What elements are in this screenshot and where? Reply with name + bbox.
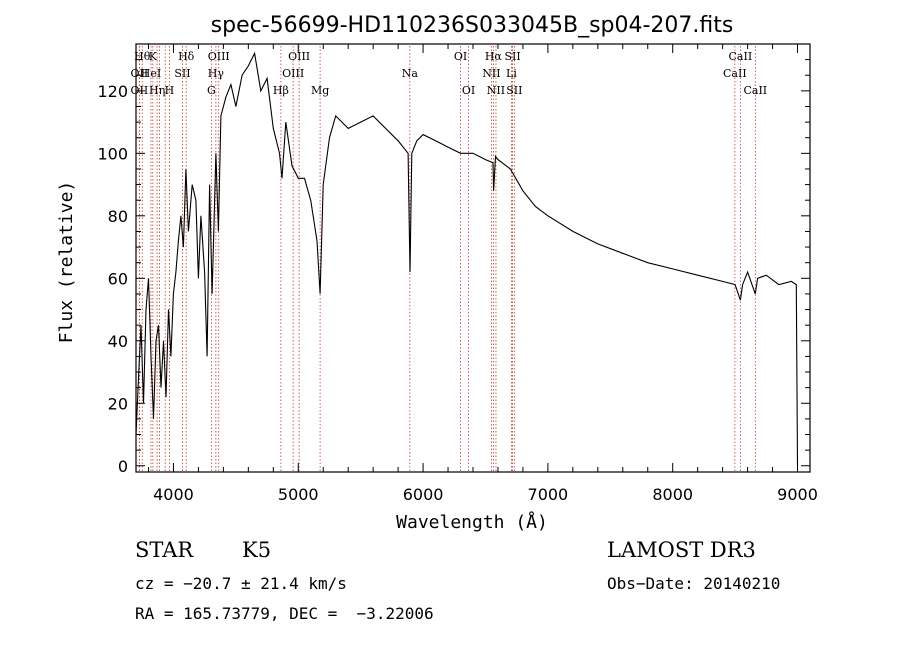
object-class: STAR	[135, 538, 194, 562]
object-subclass: K5	[242, 538, 272, 562]
y-tick-label: 120	[97, 82, 128, 101]
marker-label: OIII	[288, 50, 310, 63]
y-tick-label: 80	[108, 207, 128, 226]
redshift-readout: cz = −20.7 ± 21.4 km/s	[135, 574, 347, 593]
marker-label: Li	[506, 67, 517, 80]
marker-label: H	[165, 84, 175, 97]
y-tick-label: 60	[108, 269, 128, 288]
marker-label: Hβ	[273, 84, 289, 97]
marker-label: HeI	[141, 67, 161, 80]
marker-label: CaII	[743, 84, 767, 97]
marker-label: SII	[174, 67, 190, 80]
x-tick-label: 4000	[153, 485, 194, 504]
y-axis-ticks: 0 20 40 60 80 100 120	[97, 59, 810, 476]
marker-label: OIII	[282, 67, 304, 80]
y-tick-label: 0	[118, 457, 128, 476]
y-tick-label: 20	[108, 394, 128, 413]
marker-label: Hα	[485, 50, 503, 63]
observation-date: Obs−Date: 20140210	[607, 574, 781, 593]
spectrum-line	[135, 51, 799, 466]
marker-label: OI	[462, 84, 475, 97]
x-tick-label: 6000	[403, 485, 444, 504]
marker-label: CaII	[723, 67, 747, 80]
marker-label: Na	[402, 67, 419, 80]
marker-label: SII	[506, 84, 522, 97]
y-tick-label: 40	[108, 332, 128, 351]
marker-label: OI	[454, 50, 467, 63]
y-tick-label: 100	[97, 144, 128, 163]
y-axis-label: Flux (relative)	[56, 181, 77, 344]
coordinates-readout: RA = 165.73779, DEC = −3.22006	[135, 604, 434, 623]
marker-label: CaII	[729, 50, 753, 63]
x-tick-label: 7000	[528, 485, 569, 504]
chart-title: spec-56699-HD110236S033045B_sp04-207.fit…	[211, 13, 734, 38]
spectrum-chart: spec-56699-HD110236S033045B_sp04-207.fit…	[56, 13, 818, 533]
x-axis-label: Wavelength (Å)	[396, 511, 548, 533]
x-tick-label: 5000	[278, 485, 319, 504]
marker-label: Hη	[149, 84, 165, 97]
survey-name: LAMOST DR3	[607, 538, 756, 562]
marker-label: OII	[131, 67, 149, 80]
marker-label: OIII	[208, 50, 230, 63]
x-tick-label: 9000	[777, 485, 818, 504]
x-axis-ticks: 4000 5000 6000 7000 8000 9000	[147, 44, 818, 504]
line-markers	[138, 46, 756, 472]
marker-label: NII	[487, 84, 505, 97]
marker-label: Hδ	[178, 50, 195, 63]
x-tick-label: 8000	[652, 485, 693, 504]
marker-label: NII	[482, 67, 500, 80]
marker-label: Hγ	[208, 67, 225, 80]
marker-label: SII	[504, 50, 520, 63]
marker-label: Mg	[311, 84, 329, 97]
marker-label: K	[149, 50, 158, 63]
plot-frame	[135, 43, 811, 473]
marker-label: G	[207, 84, 216, 97]
